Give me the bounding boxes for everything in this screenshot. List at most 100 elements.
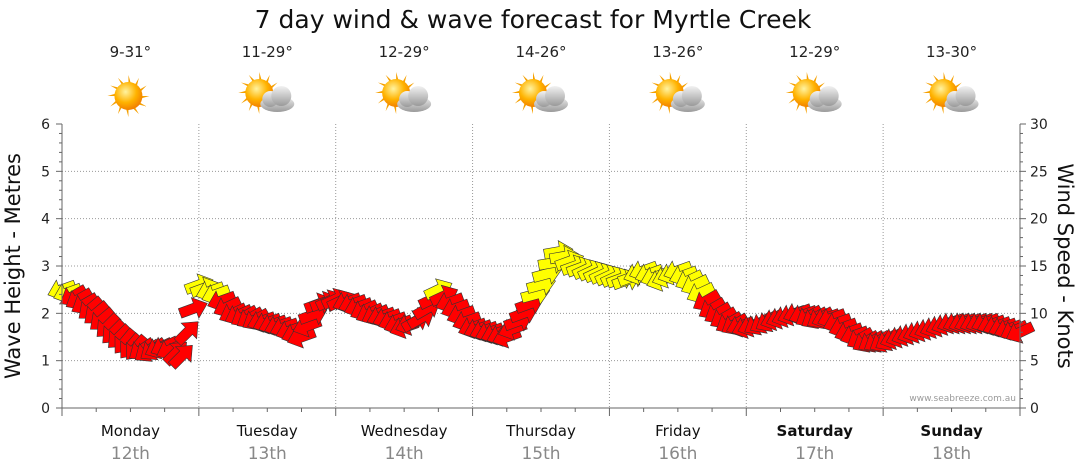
sun-ray bbox=[651, 97, 659, 104]
sun-ray bbox=[522, 102, 527, 112]
partly-cloudy-icon bbox=[785, 72, 842, 114]
cloud bbox=[534, 86, 568, 112]
sun-ray bbox=[256, 105, 260, 114]
sun-ray bbox=[138, 102, 147, 107]
day-temperature: 13-26° bbox=[652, 43, 703, 61]
sun-ray bbox=[933, 102, 938, 112]
y-tick-label-left: 2 bbox=[41, 306, 50, 322]
sun-ray bbox=[377, 97, 385, 104]
cloud bbox=[670, 86, 705, 112]
y-tick-label-right: 20 bbox=[1030, 212, 1048, 228]
sun-ray bbox=[806, 72, 810, 81]
sun-ray bbox=[512, 90, 521, 93]
y-tick-label-right: 0 bbox=[1030, 401, 1039, 417]
sun-ray bbox=[265, 74, 270, 84]
sun-ray bbox=[669, 72, 673, 81]
day-name: Saturday bbox=[777, 422, 854, 440]
sun-ray bbox=[241, 97, 249, 104]
y-tick-label-left: 0 bbox=[41, 401, 50, 417]
y-tick-label-left: 1 bbox=[41, 354, 50, 370]
sun-ray bbox=[813, 74, 818, 84]
partly-cloudy-icon bbox=[512, 72, 568, 114]
y-axis-label-left: Wave Height - Metres bbox=[1, 153, 25, 379]
chart-title: 7 day wind & wave forecast for Myrtle Cr… bbox=[255, 5, 812, 34]
sun-ray bbox=[530, 105, 533, 114]
cloud-puff bbox=[545, 86, 565, 106]
day-date: 14th bbox=[385, 444, 424, 464]
sun-ray bbox=[402, 74, 407, 84]
sun-ray bbox=[241, 82, 250, 87]
day-temperature: 11-29° bbox=[242, 43, 293, 61]
sun-ray bbox=[539, 74, 544, 84]
watermark: www.seabreeze.com.au bbox=[909, 394, 1016, 404]
day-temperature: 12-29° bbox=[789, 43, 840, 61]
wind-arrow bbox=[177, 297, 208, 319]
sun-ray bbox=[514, 82, 524, 87]
sun-ray bbox=[107, 93, 116, 96]
day-temperature: 9-31° bbox=[110, 43, 152, 61]
cloud-puff bbox=[408, 86, 429, 106]
sun-ray bbox=[393, 105, 397, 114]
sun-ray bbox=[522, 74, 529, 82]
sun-ray bbox=[139, 85, 147, 92]
sun-ray bbox=[804, 105, 807, 114]
sun-ray bbox=[248, 74, 255, 82]
sun-ray bbox=[788, 97, 796, 104]
day-date: 15th bbox=[521, 444, 560, 464]
sun-ray bbox=[941, 105, 944, 114]
day-name: Sunday bbox=[920, 422, 983, 440]
sun-ray bbox=[407, 82, 415, 89]
sun-ray bbox=[922, 90, 931, 93]
sun-disc bbox=[114, 82, 143, 110]
sun-ray bbox=[533, 72, 536, 81]
y-tick-label-left: 3 bbox=[41, 259, 50, 275]
day-name: Friday bbox=[655, 422, 701, 440]
sun-ray bbox=[514, 97, 522, 104]
day-headers: 9-31° Monday 12th 11-29° Tuesday 13th 12-29° We… bbox=[101, 43, 983, 464]
cloud-puff bbox=[955, 86, 976, 106]
sun-ray bbox=[126, 108, 129, 117]
sun-ray bbox=[954, 82, 962, 89]
y-tick-label-left: 5 bbox=[41, 164, 50, 180]
cloud-puff bbox=[681, 86, 702, 106]
sun-ray bbox=[659, 74, 666, 82]
cloud bbox=[807, 86, 842, 112]
day-temperature: 13-30° bbox=[926, 43, 977, 61]
sun-ray bbox=[817, 82, 825, 89]
day-date: 18th bbox=[932, 444, 971, 464]
plot-axes: 0 1 2 3 4 5 6 0 5 10 15 20 25 30 bbox=[41, 117, 1048, 417]
sun-ray bbox=[238, 90, 247, 93]
day-name: Wednesday bbox=[361, 422, 448, 440]
y-axis-label-right: Wind Speed - Knots bbox=[1053, 163, 1077, 368]
day-temperature: 12-29° bbox=[379, 43, 430, 61]
sun-ray bbox=[544, 82, 552, 89]
day-date: 12th bbox=[111, 444, 150, 464]
cloud bbox=[260, 86, 295, 112]
y-tick-label-right: 10 bbox=[1030, 306, 1048, 322]
y-tick-label-left: 4 bbox=[41, 212, 50, 228]
day-temperature: 14-26° bbox=[515, 43, 566, 61]
sun-ray bbox=[943, 72, 946, 81]
sun-ray bbox=[385, 74, 392, 82]
sun-ray bbox=[648, 90, 658, 93]
sun-ray bbox=[377, 82, 387, 87]
sun-ray bbox=[667, 105, 670, 114]
sun-ray bbox=[681, 82, 689, 89]
day-name: Monday bbox=[101, 422, 160, 440]
sun-ray bbox=[396, 72, 399, 81]
sun-ray bbox=[796, 102, 801, 112]
sun-icon bbox=[107, 75, 150, 117]
cloud-puff bbox=[818, 86, 839, 106]
sun-ray bbox=[375, 90, 384, 93]
wind-arrow-series bbox=[47, 240, 1036, 370]
y-tick-label-right: 15 bbox=[1030, 259, 1048, 275]
y-tick-label-right: 5 bbox=[1030, 354, 1039, 370]
day-date: 13th bbox=[248, 444, 287, 464]
sun-ray bbox=[110, 100, 118, 107]
day-date: 16th bbox=[658, 444, 697, 464]
sun-ray bbox=[117, 105, 122, 115]
sun-ray bbox=[385, 102, 390, 112]
sun-ray bbox=[925, 82, 934, 87]
sun-ray bbox=[785, 90, 794, 93]
